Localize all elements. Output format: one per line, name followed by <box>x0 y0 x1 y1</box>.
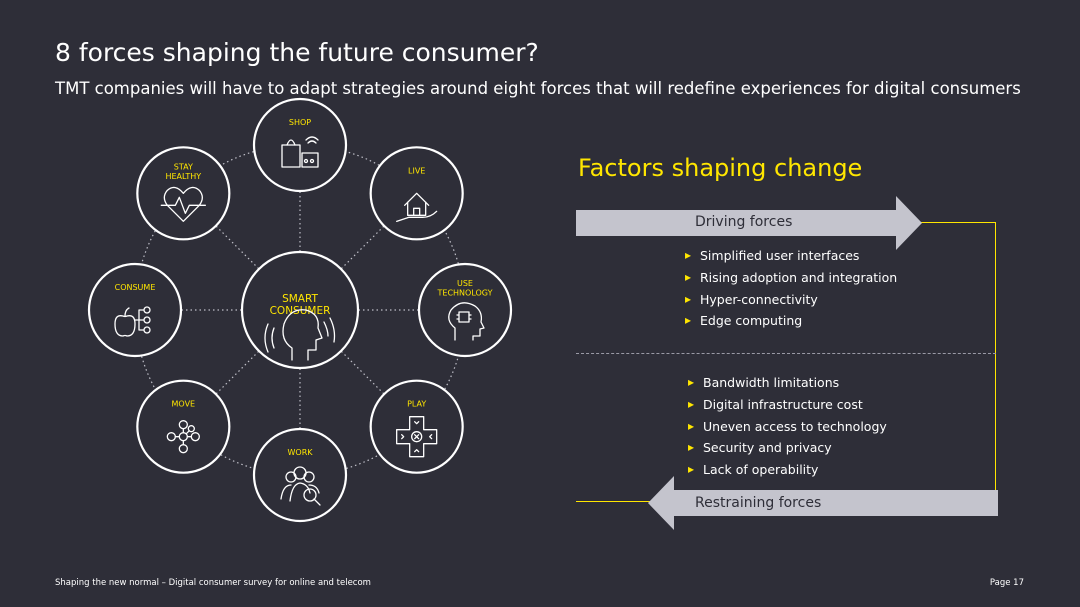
node-use-technology-label: USE <box>457 279 473 288</box>
restraining-forces-label: Restraining forces <box>695 495 822 511</box>
node-work-label: WORK <box>287 448 313 457</box>
page-subtitle: TMT companies will have to adapt strateg… <box>55 79 1021 98</box>
restraining-force-item: Lack of operability <box>688 459 887 481</box>
driving-forces-label: Driving forces <box>695 214 793 230</box>
node-live: LIVE <box>369 146 464 241</box>
gamepad-icon <box>396 416 438 458</box>
forces-divider <box>576 353 996 354</box>
network-nodes-icon <box>166 420 200 454</box>
node-move-label: MOVE <box>172 400 196 409</box>
node-smart-consumer-label: SMART <box>282 293 318 305</box>
node-smart-consumer-label: CONSUMER <box>270 305 331 317</box>
node-work: WORK <box>252 427 348 523</box>
node-use-technology-label: TECHNOLOGY <box>437 289 493 298</box>
page-title: 8 forces shaping the future consumer? <box>55 38 539 67</box>
node-shop: SHOP <box>252 97 348 193</box>
driving-force-item: Hyper-connectivity <box>685 289 897 311</box>
node-play: PLAY <box>369 379 464 474</box>
restraining-forces-arrow <box>648 476 998 530</box>
driving-forces-list: Simplified user interfaces Rising adopti… <box>685 245 897 332</box>
node-stay-healthy-label: STAY <box>174 162 193 171</box>
node-use-technology-circle <box>417 262 513 358</box>
node-move: MOVE <box>136 379 231 474</box>
restraining-force-item: Bandwidth limitations <box>688 372 887 394</box>
node-consume-label: CONSUME <box>115 283 156 292</box>
restraining-forces-list: Bandwidth limitations Digital infrastruc… <box>688 372 887 481</box>
person-listening-icon <box>264 309 336 361</box>
driving-force-item: Edge computing <box>685 310 897 332</box>
node-work-circle <box>252 427 348 523</box>
shopping-icon <box>281 136 319 168</box>
node-move-circle <box>136 379 231 474</box>
restraining-force-item: Uneven access to technology <box>688 416 887 438</box>
restraining-force-item: Digital infrastructure cost <box>688 394 887 416</box>
node-consume: CONSUME <box>87 262 183 358</box>
node-play-label: PLAY <box>407 400 426 409</box>
restraining-force-item: Security and privacy <box>688 437 887 459</box>
node-play-circle <box>369 379 464 474</box>
node-consume-circle <box>87 262 183 358</box>
driving-force-item: Rising adoption and integration <box>685 267 897 289</box>
page-number: Page 17 <box>989 578 1024 588</box>
apple-nodes-icon <box>114 306 151 337</box>
head-chip-icon <box>448 302 485 341</box>
node-shop-label: SHOP <box>289 118 311 127</box>
driving-forces-arrow <box>576 196 922 250</box>
home-hand-icon <box>396 192 438 222</box>
driving-force-item: Simplified user interfaces <box>685 245 897 267</box>
factors-title: Factors shaping change <box>578 154 863 182</box>
node-live-label: LIVE <box>408 166 425 175</box>
footer-source: Shaping the new normal – Digital consume… <box>55 578 371 588</box>
people-search-icon <box>280 466 321 506</box>
heart-pulse-icon <box>160 186 206 222</box>
node-stay-healthy-label: HEALTHY <box>165 172 201 181</box>
